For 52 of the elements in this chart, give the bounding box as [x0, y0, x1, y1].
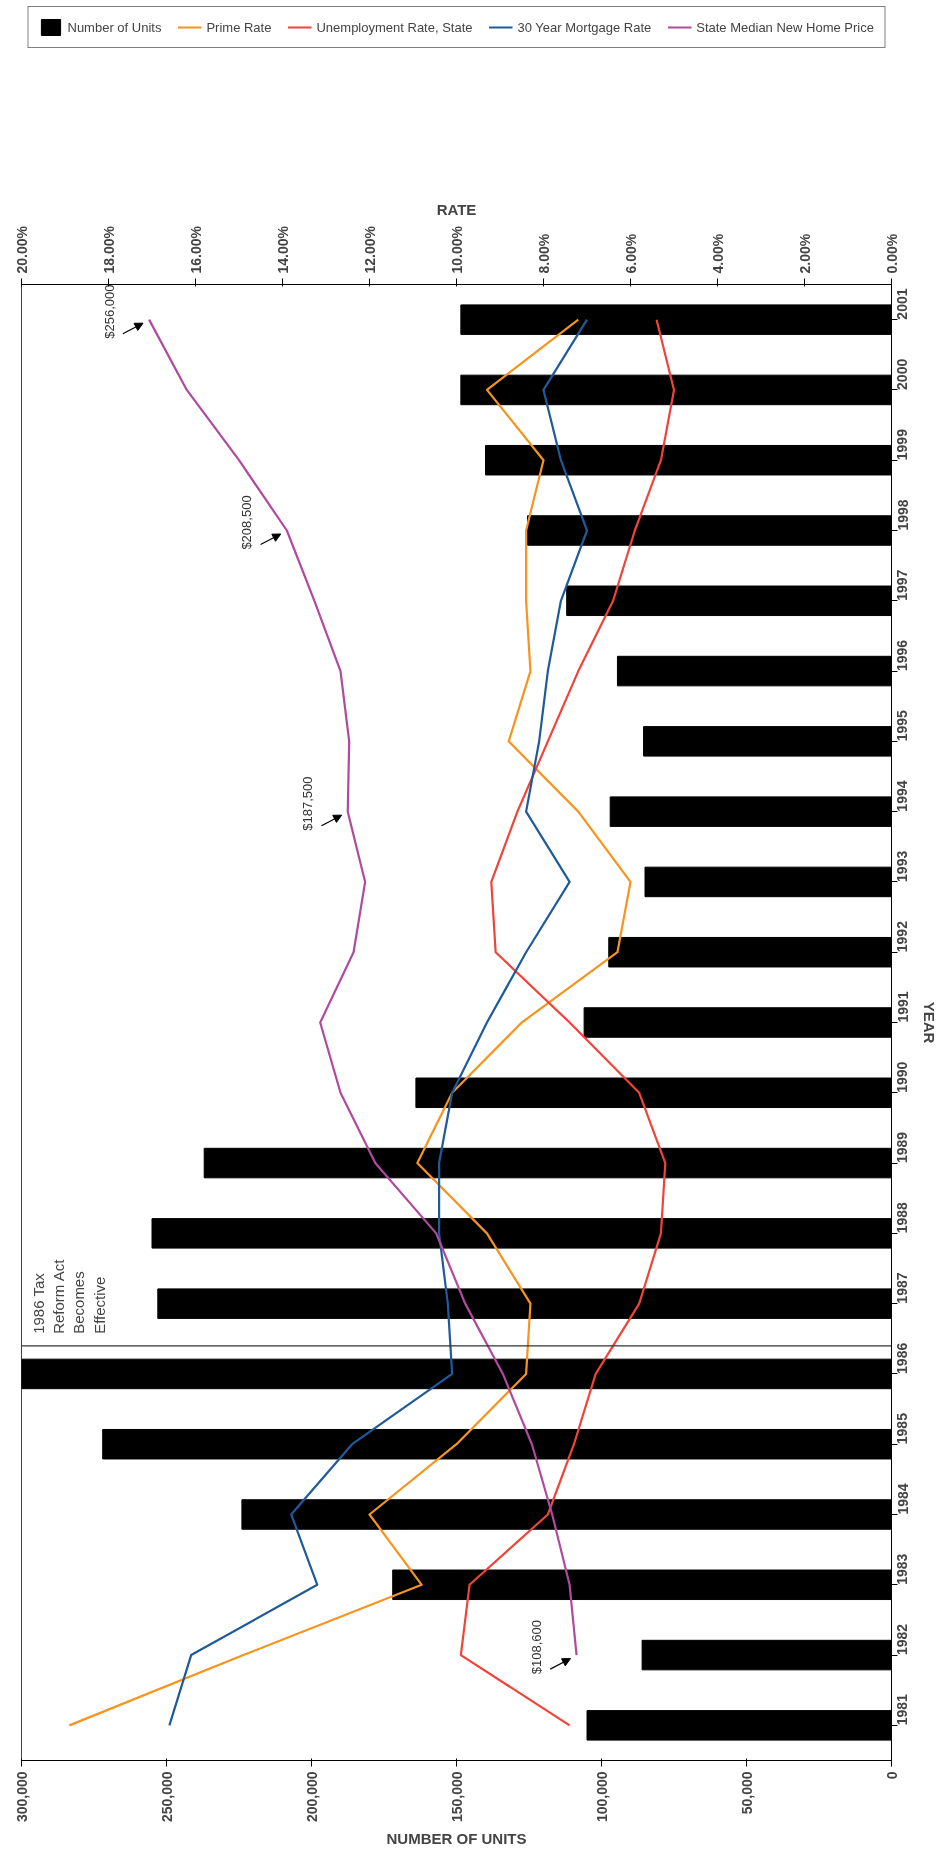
- x-axis-title: NUMBER OF UNITS: [386, 1830, 527, 1848]
- y-tick-label: 1998: [894, 499, 911, 531]
- y-tick-label: 1988: [894, 1202, 911, 1234]
- y-tick-label: 1985: [894, 1412, 911, 1445]
- y-tick-label: 1992: [894, 920, 911, 953]
- annotation: $256,000: [101, 284, 117, 339]
- legend-label: State Median New Home Price: [696, 19, 874, 35]
- y-tick-label: 1989: [894, 1131, 911, 1164]
- x2-tick-label: 20.00%: [13, 225, 30, 274]
- x-tick-label: 100,000: [593, 1771, 610, 1823]
- y-tick-label: 1986: [894, 1342, 911, 1374]
- y-tick-label: 1999: [894, 428, 911, 461]
- annotation: $208,500: [239, 495, 255, 550]
- x2-tick-label: 0.00%: [883, 233, 900, 274]
- annotation: $108,600: [529, 1619, 545, 1675]
- x-tick-label: 50,000: [738, 1771, 755, 1815]
- y-tick-label: 1997: [894, 569, 911, 601]
- x2-axis-title: RATE: [436, 201, 477, 219]
- x-tick-label: 200,000: [303, 1771, 320, 1823]
- x2-tick-label: 18.00%: [100, 225, 117, 274]
- y-tick-label: 2000: [894, 358, 911, 390]
- y-tick-label: 1991: [894, 991, 911, 1023]
- x2-tick-label: 6.00%: [622, 233, 639, 274]
- x2-tick-label: 2.00%: [796, 233, 813, 274]
- ref-line-label: 1986 Tax Reform Act Becomes Effective: [29, 1258, 108, 1334]
- x2-tick-label: 4.00%: [709, 233, 726, 274]
- y-tick-label: 1981: [894, 1694, 911, 1726]
- x-tick-label: 150,000: [448, 1771, 465, 1823]
- x2-tick-label: 8.00%: [535, 233, 552, 274]
- y-tick-label: 1990: [894, 1061, 911, 1093]
- x-tick-label: 250,000: [158, 1771, 175, 1823]
- y-tick-label: 2001: [894, 288, 911, 320]
- x-tick-label: 300,000: [13, 1771, 30, 1823]
- y-tick-label: 1993: [894, 850, 911, 882]
- y-tick-label: 1996: [894, 639, 911, 672]
- legend-label: 30 Year Mortgage Rate: [517, 19, 652, 35]
- y-tick-label: 1983: [894, 1553, 911, 1585]
- legend-label: Number of Units: [67, 19, 162, 35]
- y-tick-label: 1982: [894, 1623, 911, 1656]
- y-tick-label: 1987: [894, 1272, 911, 1304]
- y-axis-title: YEAR: [920, 1001, 938, 1044]
- legend-label: Prime Rate: [206, 19, 272, 35]
- x2-tick-label: 16.00%: [187, 225, 204, 274]
- y-tick-label: 1994: [894, 780, 911, 812]
- x2-tick-label: 14.00%: [274, 225, 291, 274]
- x2-tick-label: 12.00%: [361, 225, 378, 274]
- y-tick-label: 1984: [894, 1483, 911, 1515]
- x2-tick-label: 10.00%: [448, 225, 465, 274]
- y-tick-label: 1995: [894, 710, 911, 742]
- annotation: $187,500: [300, 776, 316, 831]
- x-tick-label: 0: [883, 1771, 900, 1780]
- legend-label: Unemployment Rate, State: [316, 19, 473, 35]
